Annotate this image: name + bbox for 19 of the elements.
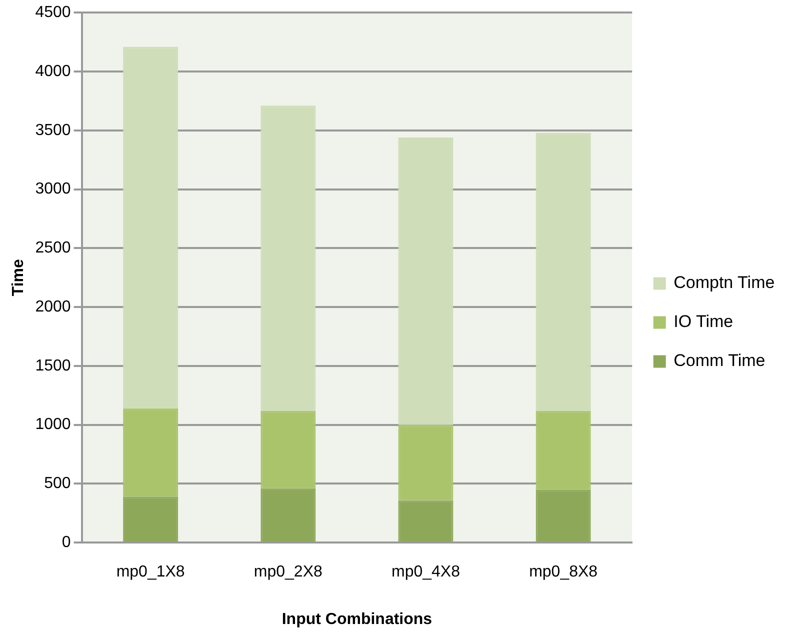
y-tick-label: 1500	[35, 357, 71, 374]
y-tick-label: 3500	[35, 122, 71, 139]
x-tick-label: mp0_4X8	[391, 564, 460, 581]
y-tick-label: 3000	[35, 180, 71, 198]
x-tick-label: mp0_1X8	[116, 564, 185, 581]
y-tick-label: 1000	[35, 416, 71, 434]
y-tick-label: 4500	[35, 4, 71, 22]
legend-label: IO Time	[674, 312, 734, 332]
legend-label: Comm Time	[674, 351, 766, 370]
y-tick-label: 2500	[35, 240, 71, 257]
y-tick-label: 0	[62, 534, 71, 552]
y-axis-title: Time	[10, 258, 28, 296]
y-tick-label: 500	[44, 475, 71, 492]
y-tick-label: 2000	[35, 298, 71, 316]
legend-label: Comptn Time	[674, 273, 775, 292]
y-tick-label: 4000	[35, 62, 71, 80]
x-tick-label: mp0_8X8	[529, 564, 598, 581]
x-axis-title: Input Combinations	[282, 610, 432, 628]
x-tick-label: mp0_2X8	[254, 564, 323, 581]
